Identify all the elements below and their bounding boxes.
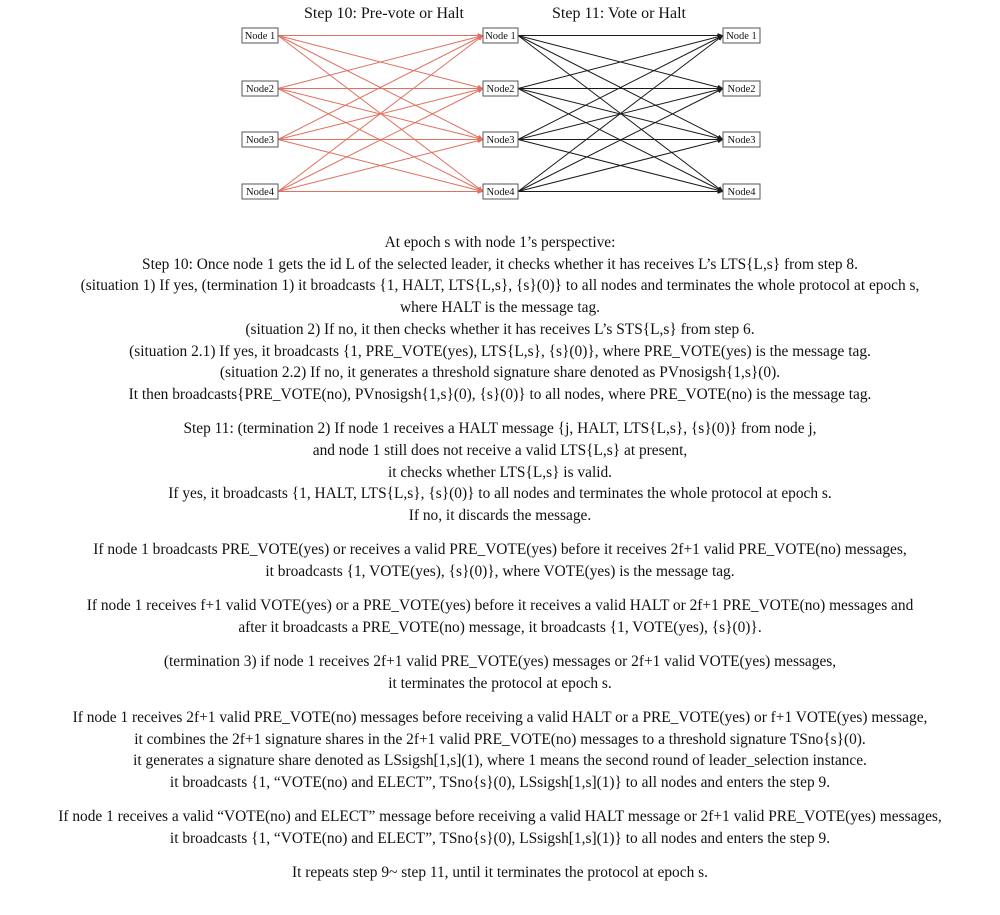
- vote-edge-4-to-2: [517, 88, 724, 192]
- text-line: (situation 1) If yes, (termination 1) it…: [80, 277, 920, 295]
- text-line: after it broadcasts a PRE_VOTE(no) messa…: [238, 618, 762, 636]
- node-box-col2-row3: Node3: [482, 131, 519, 148]
- node-rect: [722, 80, 761, 97]
- node-rect: [482, 80, 519, 97]
- text-line: where HALT is the message tag.: [399, 299, 601, 317]
- pre-vote-edge-3-to-1: [277, 35, 484, 140]
- text-line: If node 1 broadcasts PRE_VOTE(yes) or re…: [93, 541, 907, 559]
- pre-vote-edge-4-to-3: [277, 138, 484, 192]
- pre-vote-edges: [277, 33, 484, 194]
- node-box-col2-row2: Node2: [482, 80, 519, 97]
- node-rect: [482, 183, 519, 200]
- node-box-col3-row3: Node3: [722, 131, 761, 148]
- node-label: Node 1: [245, 31, 276, 42]
- node-rect: [722, 183, 761, 200]
- paragraph-gap: [0, 406, 1000, 419]
- text-line: If yes, it broadcasts {1, HALT, LTS{L,s}…: [168, 485, 832, 503]
- node-box-col2-row4: Node4: [482, 183, 519, 200]
- node-label: Node4: [246, 187, 275, 198]
- text-line: Step 11: (termination 2) If node 1 recei…: [183, 420, 817, 438]
- paragraph-3: If node 1 broadcasts PRE_VOTE(yes) or re…: [0, 539, 1000, 582]
- node-label: Node4: [487, 187, 516, 198]
- text-line: (termination 3) if node 1 receives 2f+1 …: [163, 652, 837, 670]
- text-line: it terminates the protocol at epoch s.: [388, 674, 612, 692]
- node-label: Node2: [728, 84, 756, 95]
- node-box-col1-row4: Node4: [241, 183, 279, 200]
- vote-edge-4-to-3: [517, 138, 724, 192]
- text-line: It repeats step 9~ step 11, until it ter…: [292, 864, 708, 882]
- paragraph-8: It repeats step 9~ step 11, until it ter…: [0, 862, 1000, 884]
- paragraph-1: At epoch s with node 1’s perspective: Ste…: [0, 232, 1000, 406]
- text-line: it checks whether LTS{L,s} is valid.: [387, 463, 613, 481]
- node-box-col3-row4: Node4: [722, 183, 761, 200]
- vote-edge-4-to-1: [517, 35, 724, 192]
- paragraph-6: If node 1 receives 2f+1 valid PRE_VOTE(n…: [0, 707, 1000, 794]
- text-line: If node 1 receives a valid “VOTE(no) and…: [58, 808, 942, 826]
- node-rect: [241, 80, 279, 97]
- node-label: Node2: [246, 84, 274, 95]
- node-rect: [482, 27, 519, 44]
- node-rect: [722, 131, 761, 148]
- text-line: (situation 2.2) If no, it generates a th…: [219, 364, 781, 382]
- node-label: Node4: [728, 187, 757, 198]
- paragraph-gap: [0, 694, 1000, 707]
- node-label: Node3: [246, 135, 274, 146]
- node-box-col3-row1: Node 1: [722, 27, 761, 44]
- node-rect: [241, 27, 279, 44]
- text-line: it broadcasts {1, “VOTE(no) and ELECT”, …: [169, 773, 831, 791]
- step10-title: Step 10: Pre-vote or Halt: [304, 5, 465, 22]
- text-line: it broadcasts {1, VOTE(yes), {s}(0)}, wh…: [265, 562, 735, 580]
- node-box-col3-row2: Node2: [722, 80, 761, 97]
- node-box-col1-row1: Node 1: [241, 27, 279, 44]
- paragraph-5: (termination 3) if node 1 receives 2f+1 …: [0, 651, 1000, 694]
- node-rect: [241, 183, 279, 200]
- text-line: (situation 2.1) If yes, it broadcasts {1…: [129, 342, 871, 360]
- paragraph-gap: [0, 638, 1000, 651]
- paragraph-gap: [0, 583, 1000, 596]
- text-line: If node 1 receives f+1 valid VOTE(yes) o…: [86, 597, 914, 615]
- vote-edge-3-to-1: [517, 35, 724, 140]
- step11-title: Step 11: Vote or Halt: [552, 5, 686, 22]
- paragraph-7: If node 1 receives a valid “VOTE(no) and…: [0, 806, 1000, 849]
- text-line: If no, it discards the message.: [408, 506, 592, 524]
- protocol-description: At epoch s with node 1’s perspective: Ste…: [0, 232, 1000, 884]
- node-rect: [482, 131, 519, 148]
- text-line: (situation 2) If no, it then checks whet…: [245, 320, 755, 338]
- text-line: it combines the 2f+1 signature shares in…: [134, 730, 866, 748]
- node-box-col1-row2: Node2: [241, 80, 279, 97]
- paragraph-4: If node 1 receives f+1 valid VOTE(yes) o…: [0, 595, 1000, 638]
- text-line: At epoch s with node 1’s perspective:: [384, 234, 616, 251]
- text-line: it broadcasts {1, “VOTE(no) and ELECT”, …: [169, 829, 831, 847]
- vote-edges: [517, 33, 724, 194]
- text-line: it generates a signature share denoted a…: [133, 752, 867, 770]
- paragraph-gap: [0, 794, 1000, 807]
- paragraph-2: Step 11: (termination 2) If node 1 recei…: [0, 418, 1000, 527]
- consensus-diagram: Step 10: Pre-vote or Halt Step 11: Vote …: [241, 5, 761, 200]
- node-box-col2-row1: Node 1: [482, 27, 519, 44]
- node-label: Node3: [728, 135, 756, 146]
- node-box-col1-row3: Node3: [241, 131, 279, 148]
- pre-vote-edge-4-to-2: [277, 88, 484, 192]
- text-line: If node 1 receives 2f+1 valid PRE_VOTE(n…: [72, 708, 928, 726]
- node-rect: [241, 131, 279, 148]
- text-line: Step 10: Once node 1 gets the id L of th…: [142, 255, 858, 273]
- text-line: and node 1 still does not receive a vali…: [312, 441, 688, 459]
- node-rect: [722, 27, 761, 44]
- pre-vote-edge-4-to-1: [277, 35, 484, 192]
- paragraph-gap: [0, 527, 1000, 540]
- node-boxes: Node 1 Node2 Node3 Node4 Node 1 Node2 Node3 Nod…: [241, 27, 761, 200]
- paragraph-gap: [0, 850, 1000, 863]
- vote-edge-2-to-1: [517, 34, 724, 89]
- pre-vote-edge-2-to-1: [277, 34, 484, 89]
- text-line: It then broadcasts{PRE_VOTE(no), PVnosig…: [128, 385, 872, 403]
- node-label: Node2: [487, 84, 515, 95]
- node-label: Node3: [487, 135, 515, 146]
- node-label: Node 1: [726, 31, 757, 42]
- node-label: Node 1: [485, 31, 516, 42]
